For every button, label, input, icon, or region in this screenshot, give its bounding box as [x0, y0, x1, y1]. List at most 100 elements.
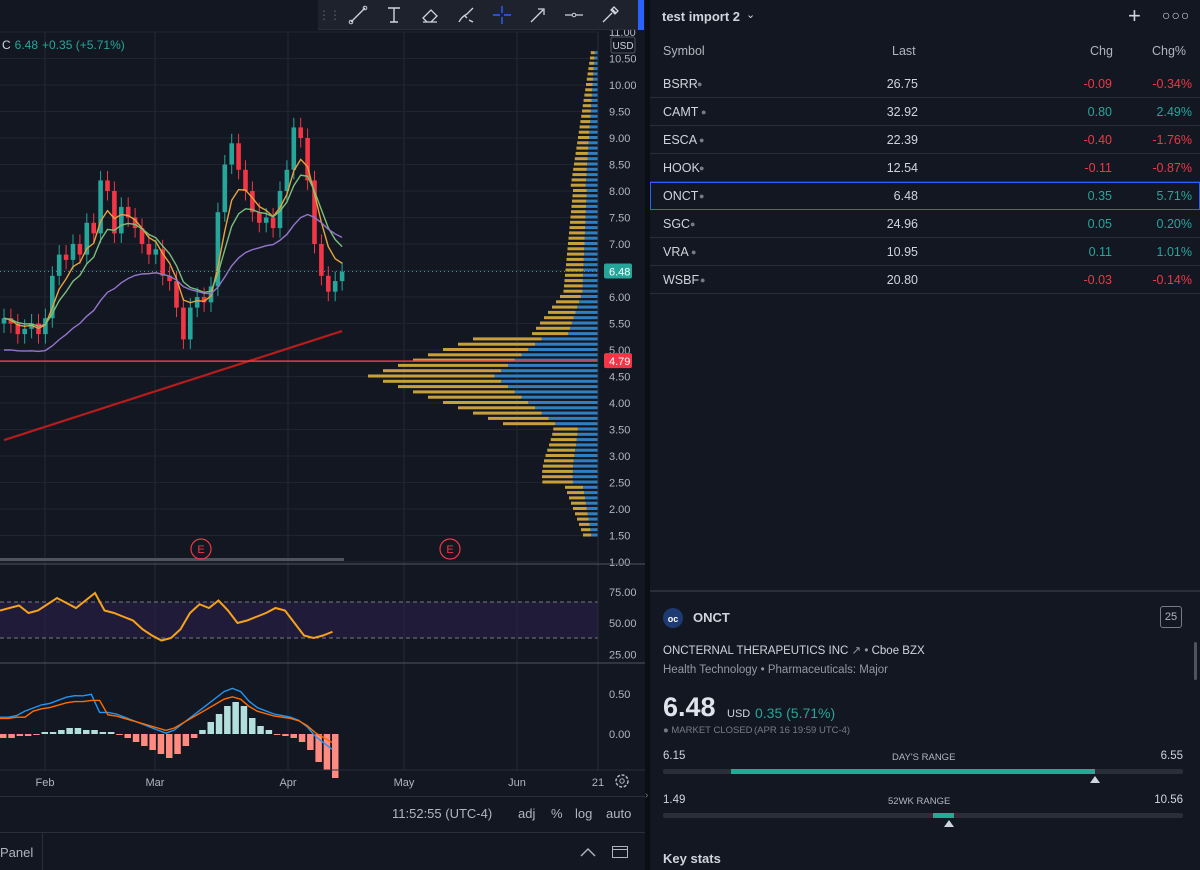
more-options-icon[interactable]: ○○○	[1162, 7, 1191, 23]
industry[interactable]: Pharmaceuticals: Major	[767, 664, 889, 676]
volume-profile-bar-gold	[548, 310, 576, 314]
macd-histogram-bar	[107, 732, 115, 734]
add-symbol-button[interactable]: +	[1128, 3, 1141, 28]
wk52-range-high: 10.56	[1154, 794, 1183, 806]
candle-body	[257, 212, 262, 223]
candle-body	[250, 191, 255, 213]
macd-histogram-bar	[124, 734, 131, 738]
watchlist-row[interactable]: SGC ● 24.96 0.05 0.20%	[650, 210, 1200, 238]
watchlist-row[interactable]: ESCA ● 22.39 -0.40 -1.76%	[650, 126, 1200, 154]
column-symbol[interactable]: Symbol	[663, 44, 705, 58]
key-stats-heading[interactable]: Key stats	[663, 851, 721, 866]
chevron-up-icon[interactable]	[578, 845, 598, 859]
calendar-badge[interactable]: 25	[1160, 606, 1182, 628]
details-symbol[interactable]: ONCT	[693, 610, 730, 625]
volume-profile-bar-gold	[563, 289, 583, 293]
volume-profile-bar-blue	[541, 337, 598, 341]
volume-profile-bar-gold	[552, 432, 578, 436]
eyedropper-icon	[602, 5, 619, 22]
volume-profile-bar-blue	[573, 316, 598, 320]
price-chart[interactable]: 11.00 10.50 10.00 9.50 9.00 8.50 8.00 7.50 7.00 6…	[0, 0, 645, 796]
volume-profile-bar-gold	[572, 194, 587, 198]
eyedropper-tool[interactable]	[592, 0, 628, 30]
chart-area[interactable]: 11.00 10.50 10.00 9.50 9.00 8.50 8.00 7.50 7.00 6…	[0, 0, 645, 870]
drag-handle-icon[interactable]: ⋮⋮	[318, 7, 341, 22]
watchlist-row[interactable]: CAMT ● 32.92 0.80 2.49%	[650, 98, 1200, 126]
price-axis-tick: 1.50	[609, 531, 630, 543]
settings-gear-icon[interactable]	[615, 774, 629, 788]
auto-toggle[interactable]: auto	[606, 806, 632, 821]
candle-body	[112, 191, 117, 234]
log-toggle[interactable]: log	[575, 806, 593, 821]
arrow-tool[interactable]	[520, 0, 556, 30]
macd-histogram-bar	[323, 734, 331, 770]
chevron-down-icon[interactable]: ⌄	[746, 9, 756, 21]
volume-profile-bar-blue	[572, 469, 598, 473]
time-axis-label: Feb	[36, 777, 55, 789]
volume-profile-bar-blue	[587, 157, 598, 161]
percent-toggle[interactable]: %	[551, 806, 563, 821]
text-tool[interactable]	[376, 0, 412, 30]
volume-profile-bar-blue	[585, 183, 598, 187]
macd-histogram-bar	[8, 734, 15, 738]
candle-body	[319, 244, 324, 276]
watchlist-row[interactable]: HOOK ● 12.54 -0.11 -0.87%	[650, 154, 1200, 182]
brush-tool[interactable]	[448, 0, 484, 30]
row-last: 10.95	[886, 245, 918, 259]
clock-readout[interactable]: 11:52:55 (UTC-4)	[392, 806, 493, 821]
external-link-icon[interactable]: ↗	[851, 645, 862, 657]
volume-profile-bar-gold	[577, 517, 589, 521]
volume-profile-bar-gold	[571, 210, 586, 214]
company-line: ONCTERNAL THERAPEUTICS INC ↗ • Cboe BZX	[663, 643, 925, 657]
collapse-arrow-icon[interactable]: ›	[645, 790, 649, 801]
macd-histogram-bar	[199, 730, 206, 734]
price-axis-tick: 8.00	[609, 186, 630, 198]
column-last[interactable]: Last	[892, 44, 916, 58]
company-name[interactable]: ONCTERNAL THERAPEUTICS INC	[663, 645, 849, 657]
macd-histogram-bar	[207, 722, 214, 734]
horizontal-line-tool[interactable]	[556, 0, 592, 30]
volume-profile-bar-gold	[473, 337, 542, 341]
panel-splitter[interactable]: ›	[645, 0, 650, 870]
candle-body	[243, 169, 248, 191]
sma-200-line	[3, 329, 343, 442]
watchlist-row[interactable]: BSRR ● 26.75 -0.09 -0.34%	[650, 70, 1200, 98]
row-last: 24.96	[886, 217, 918, 231]
macd-histogram-bar	[282, 734, 289, 736]
volume-profile-bar-blue	[575, 443, 598, 447]
watchlist-row[interactable]: VRA ● 10.95 0.11 1.01%	[650, 238, 1200, 266]
trend-line-tool[interactable]	[340, 0, 376, 30]
volume-profile-bar-gold	[579, 522, 590, 526]
price-axis-tick: 5.50	[609, 319, 630, 331]
volume-profile-bar-blue	[592, 83, 598, 86]
volume-profile-bar-gold	[567, 491, 585, 495]
volume-profile-bar-gold	[536, 326, 571, 330]
panel-tab[interactable]: Panel	[0, 845, 34, 860]
crosshair-tool[interactable]	[484, 0, 520, 30]
status-dot-icon: ●	[700, 275, 706, 285]
column-chg[interactable]: Chg	[1090, 44, 1113, 58]
details-currency: USD	[727, 708, 751, 720]
column-chg-percent[interactable]: Chg%	[1152, 44, 1187, 58]
sector[interactable]: Health Technology	[663, 664, 758, 676]
volume-profile-bar-gold	[565, 268, 584, 272]
volume-profile-bar-blue	[590, 114, 598, 118]
volume-profile-bar-gold	[503, 422, 556, 426]
candle-body	[277, 191, 283, 229]
days-range-low: 6.15	[663, 750, 686, 762]
watchlist-row-selected[interactable]: ONCT ● 6.48 0.35 5.71%	[650, 182, 1200, 210]
maximize-panel-icon[interactable]	[611, 844, 629, 860]
volume-profile-bar-blue	[582, 279, 598, 283]
row-chg: 0.35	[1087, 189, 1112, 203]
adj-toggle[interactable]: adj	[518, 806, 536, 821]
candle-body	[160, 249, 165, 276]
earnings-marker-label: E	[197, 544, 204, 556]
volume-profile-bar-gold	[544, 316, 574, 320]
eraser-tool[interactable]	[412, 0, 448, 30]
watchlist-title[interactable]: test import 2	[662, 9, 741, 24]
candle-body	[139, 228, 145, 244]
volume-profile-bar-gold	[567, 252, 585, 256]
watchlist-row[interactable]: WSBF ● 20.80 -0.03 -0.14%	[650, 266, 1200, 294]
details-scrollbar[interactable]	[1194, 642, 1197, 680]
volume-profile-bar-gold	[566, 263, 584, 267]
